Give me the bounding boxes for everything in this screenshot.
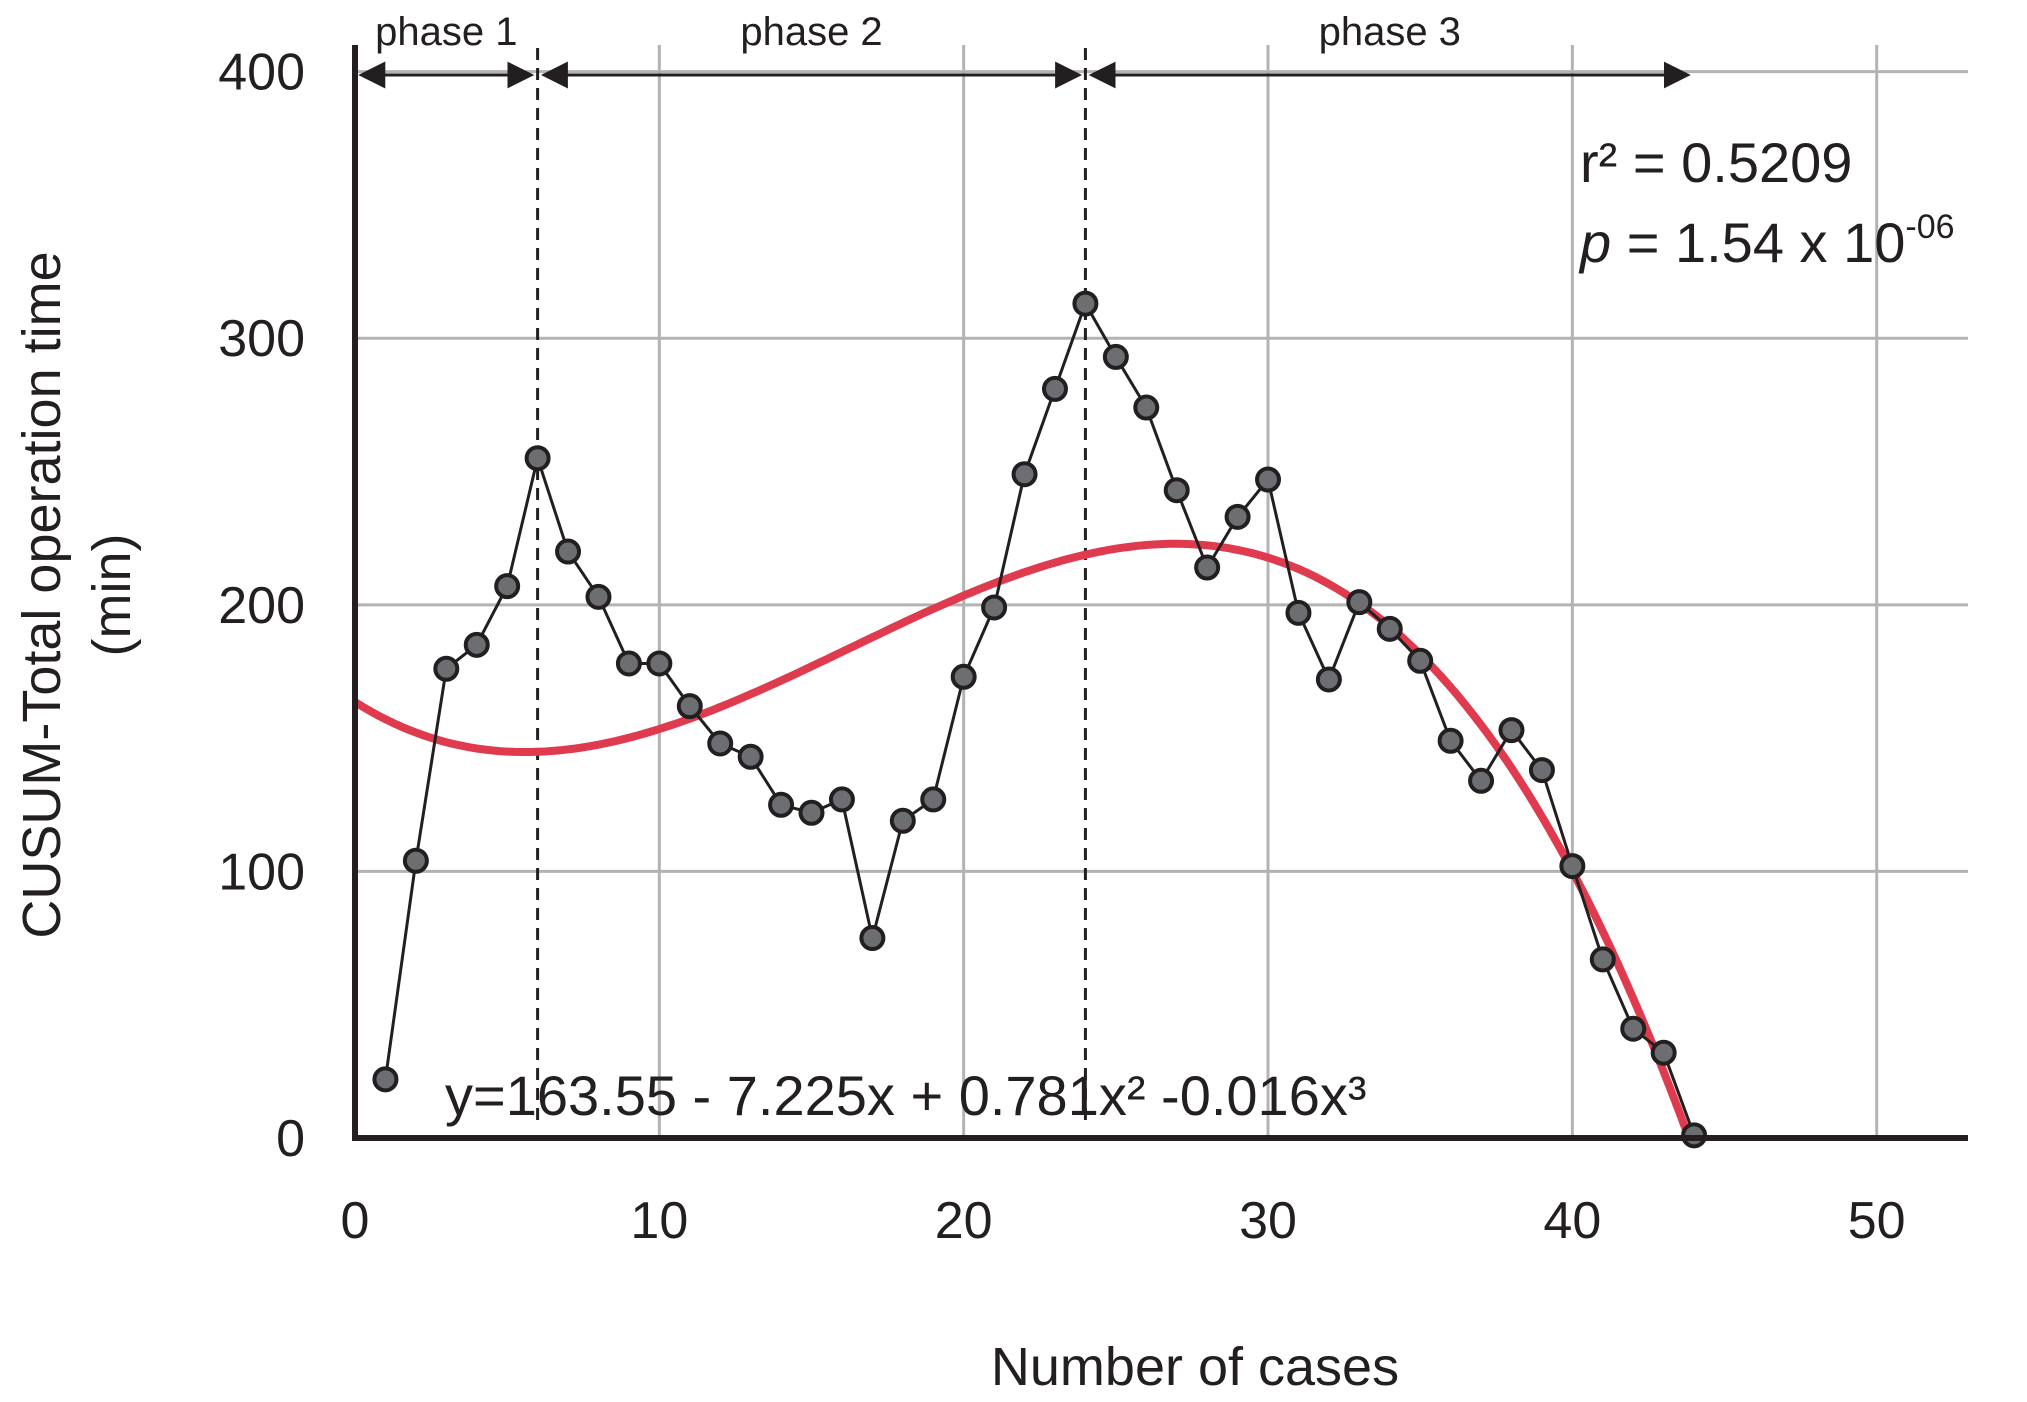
phase-dividers: [536, 48, 1087, 1128]
phase-annotations: phase 1 phase 2 phase 3: [358, 10, 1691, 89]
data-line: [383, 300, 1696, 1136]
data-point-4: [463, 631, 490, 658]
phase-label-2: phase 2: [740, 10, 882, 54]
data-point-26: [1133, 394, 1160, 421]
y-tick-labels: 0 100 200 300 400: [218, 44, 305, 1168]
data-point-24: [1072, 290, 1099, 317]
data-point-5: [494, 573, 521, 600]
axes: [352, 45, 1968, 1141]
data-point-12: [707, 730, 734, 757]
x-tick-label-5: 50: [1848, 1192, 1906, 1250]
data-point-3: [433, 655, 460, 682]
y-tick-label-1: 100: [218, 843, 305, 901]
x-tick-label-4: 40: [1543, 1192, 1601, 1250]
data-point-25: [1102, 343, 1129, 370]
x-tick-label-0: 0: [341, 1192, 370, 1250]
data-point-33: [1346, 589, 1373, 616]
data-point-43: [1650, 1039, 1677, 1066]
data-point-16: [828, 786, 855, 813]
data-point-30: [1255, 466, 1282, 493]
y-axis-title-line1: CUSUM-Total operation time: [12, 251, 72, 938]
data-point-14: [768, 791, 795, 818]
data-point-29: [1224, 503, 1251, 530]
x-tick-labels: 0 10 20 30 40 50: [341, 1192, 1906, 1250]
data-point-18: [889, 807, 916, 834]
data-point-10: [646, 650, 673, 677]
data-point-1: [372, 1066, 399, 1093]
y-axis-title-line2: (min): [82, 534, 142, 657]
p-symbol: p: [1578, 211, 1611, 274]
data-point-40: [1559, 853, 1586, 880]
data-point-32: [1315, 666, 1342, 693]
phase-label-3: phase 3: [1319, 10, 1461, 54]
p-value-exponent: -06: [1905, 208, 1954, 246]
data-point-41: [1589, 946, 1616, 973]
data-point-9: [615, 650, 642, 677]
data-point-42: [1620, 1015, 1647, 1042]
data-point-34: [1376, 615, 1403, 642]
data-point-13: [737, 743, 764, 770]
data-point-22: [1011, 461, 1038, 488]
x-tick-label-2: 20: [935, 1192, 993, 1250]
x-tick-label-3: 30: [1239, 1192, 1297, 1250]
data-point-39: [1528, 757, 1555, 784]
fit-equation: y=163.55 - 7.225x + 0.781x² -0.016x³: [445, 1064, 1366, 1127]
p-value-label: p = 1.54 x 10-06: [1578, 208, 1955, 274]
data-point-7: [555, 538, 582, 565]
y-tick-label-3: 300: [218, 310, 305, 368]
data-point-6: [524, 445, 551, 472]
data-point-31: [1285, 599, 1312, 626]
data-point-8: [585, 583, 612, 610]
data-point-2: [402, 847, 429, 874]
data-point-35: [1407, 647, 1434, 674]
p-value-text: = 1.54 x 10: [1611, 211, 1905, 274]
y-tick-label-0: 0: [276, 1110, 305, 1168]
y-tick-label-2: 200: [218, 577, 305, 635]
data-point-36: [1437, 727, 1464, 754]
data-point-17: [859, 925, 886, 952]
phase-label-1: phase 1: [375, 10, 517, 54]
data-point-37: [1468, 767, 1495, 794]
r-squared-label: r² = 0.5209: [1580, 131, 1852, 194]
fit-curve-group: [352, 539, 1697, 1142]
data-point-20: [950, 663, 977, 690]
data-point-11: [676, 693, 703, 720]
fit-curve: [352, 539, 1697, 1142]
x-axis-title: Number of cases: [991, 1337, 1399, 1397]
data-point-21: [981, 594, 1008, 621]
data-point-28: [1194, 554, 1221, 581]
data-point-15: [798, 799, 825, 826]
x-tick-label-1: 10: [630, 1192, 688, 1250]
data-series: [372, 290, 1708, 1149]
data-point-19: [920, 786, 947, 813]
data-point-38: [1498, 717, 1525, 744]
y-tick-label-4: 400: [218, 44, 305, 102]
data-point-23: [1041, 375, 1068, 402]
data-point-27: [1163, 477, 1190, 504]
